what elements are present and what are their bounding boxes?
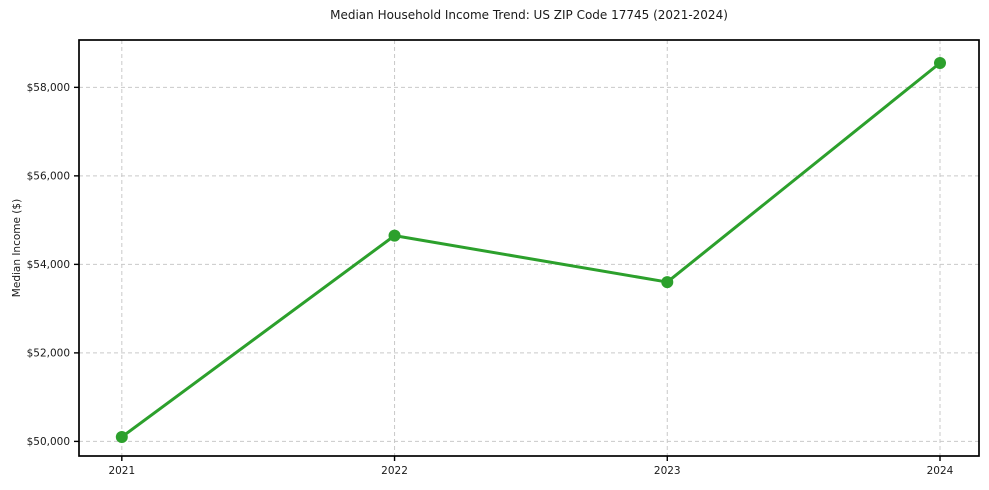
x-tick-label: 2023: [654, 465, 681, 477]
y-tick-label: $56,000: [27, 170, 70, 182]
y-tick-label: $54,000: [27, 259, 70, 271]
x-tick-label: 2022: [381, 465, 408, 477]
axes-border: [78, 39, 980, 457]
data-point-2022: [388, 229, 401, 242]
x-tick-label: 2021: [108, 465, 135, 477]
y-axis-label: Median Income ($): [11, 198, 23, 298]
x-tick-label: 2024: [927, 465, 954, 477]
y-tick-label: $52,000: [27, 347, 70, 359]
y-tick-label: $50,000: [27, 436, 70, 448]
data-point-2021: [115, 430, 128, 443]
data-point-2024: [934, 57, 946, 70]
data-point-2023: [661, 276, 674, 289]
chart-title: Median Household Income Trend: US ZIP Co…: [330, 8, 728, 22]
income-line: [120, 61, 942, 439]
y-tick-label: $58,000: [27, 82, 70, 94]
